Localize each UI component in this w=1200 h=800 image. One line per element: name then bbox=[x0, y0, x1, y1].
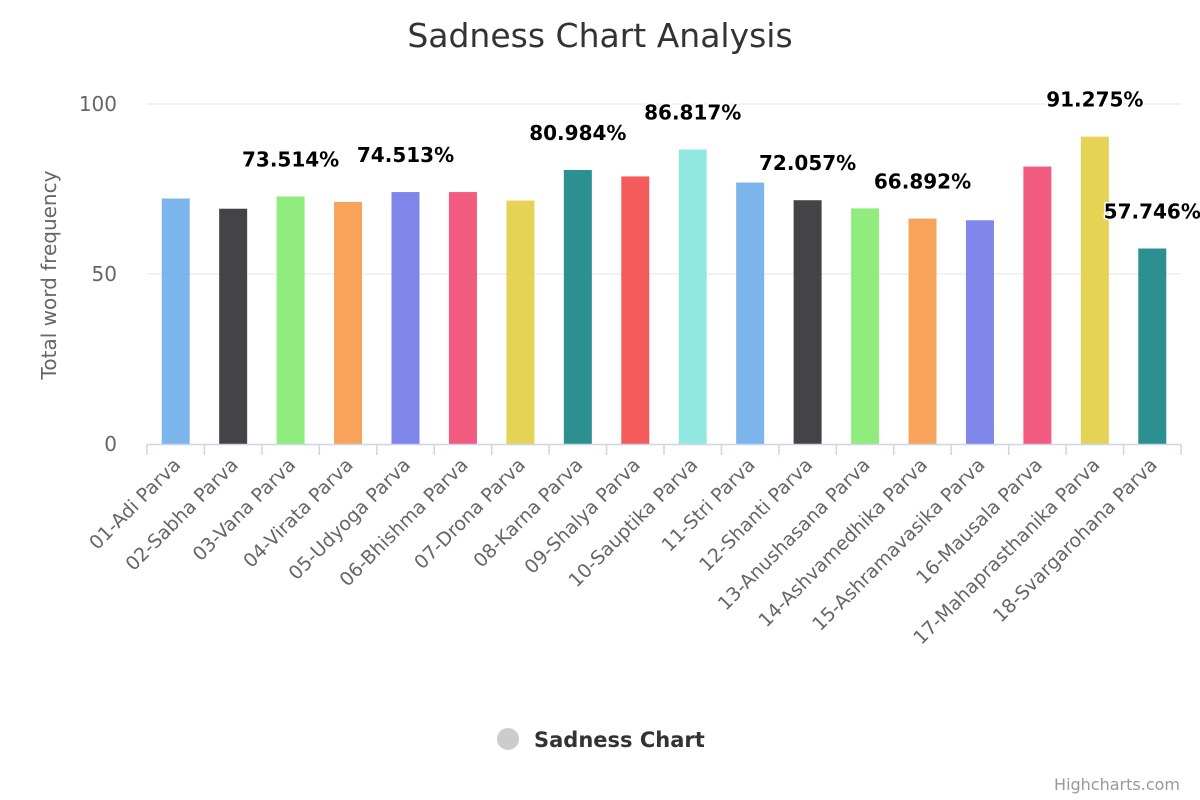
data-label: 73.514% bbox=[242, 147, 339, 171]
bar[interactable] bbox=[678, 149, 707, 444]
credits-link[interactable]: Highcharts.com bbox=[1054, 775, 1180, 794]
bar[interactable] bbox=[851, 208, 880, 444]
data-label: 57.746% bbox=[1104, 200, 1200, 224]
legend[interactable]: Sadness Chart bbox=[497, 728, 705, 752]
legend-symbol[interactable] bbox=[497, 728, 519, 750]
data-label: 91.275% bbox=[1046, 88, 1143, 112]
bars bbox=[161, 136, 1167, 445]
bar[interactable] bbox=[965, 220, 994, 444]
bar[interactable] bbox=[1023, 166, 1052, 444]
bar[interactable] bbox=[1138, 248, 1167, 445]
data-labels: 73.514% 74.513% 80.984% 86.817% 72.057% 66.89… bbox=[241, 86, 1200, 225]
bar[interactable] bbox=[448, 192, 477, 444]
bar[interactable] bbox=[334, 201, 363, 444]
data-label: 74.513% bbox=[357, 143, 454, 167]
data-label: 66.892% bbox=[874, 170, 971, 194]
x-axis bbox=[146, 443, 1182, 455]
bar[interactable] bbox=[506, 200, 535, 444]
gridlines bbox=[147, 103, 1181, 275]
data-label: 80.984% bbox=[529, 121, 626, 145]
y-tick-label: 0 bbox=[104, 432, 117, 456]
y-tick-label: 50 bbox=[92, 262, 117, 286]
x-tick-label: 03-Vana Parva bbox=[189, 454, 301, 566]
y-tick-label: 100 bbox=[79, 92, 117, 116]
bar[interactable] bbox=[793, 200, 822, 444]
data-label: 86.817% bbox=[644, 101, 741, 125]
chart-title: Sadness Chart Analysis bbox=[407, 16, 792, 55]
bar[interactable] bbox=[161, 198, 190, 444]
bar[interactable] bbox=[219, 208, 248, 444]
legend-item[interactable]: Sadness Chart bbox=[534, 728, 705, 752]
bar[interactable] bbox=[1080, 136, 1109, 444]
bar[interactable] bbox=[563, 169, 592, 444]
data-label: 72.057% bbox=[759, 151, 856, 175]
bar[interactable] bbox=[391, 192, 420, 444]
y-axis-label: Total word frequency bbox=[37, 170, 61, 380]
bar[interactable] bbox=[908, 218, 937, 444]
y-axis-ticks: 0 50 100 bbox=[79, 92, 117, 456]
bar[interactable] bbox=[276, 196, 305, 444]
bar[interactable] bbox=[736, 182, 765, 445]
bar[interactable] bbox=[621, 176, 650, 445]
